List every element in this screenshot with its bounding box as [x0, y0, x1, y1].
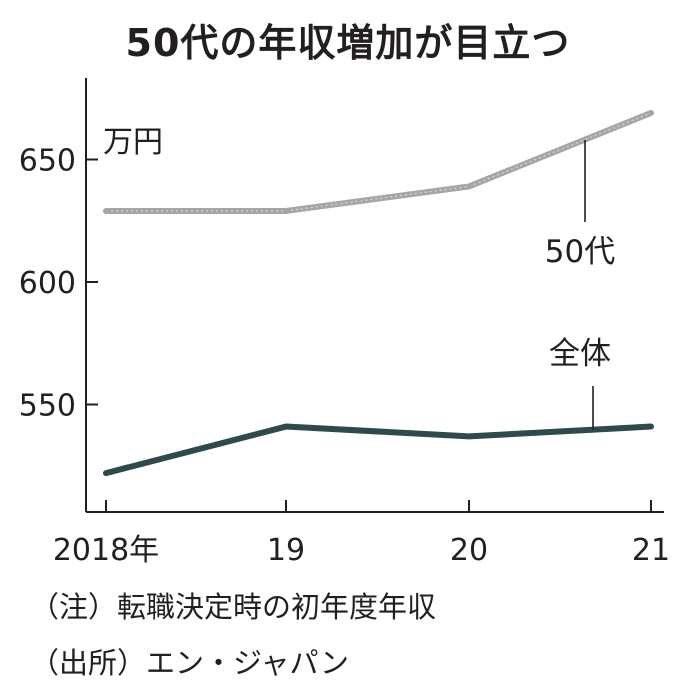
y-tick-label: 600 — [19, 266, 76, 301]
data-point — [466, 433, 472, 439]
chart-note: （注）転職決定時の初年度年収 — [30, 590, 437, 624]
plot-frame — [85, 78, 664, 513]
series-label: 50代 — [545, 234, 615, 270]
x-tick-label: 2018年 — [53, 533, 159, 568]
x-ticks: 2018年 19 20 21 — [53, 500, 670, 568]
data-point — [103, 208, 109, 214]
series-line-50dai-texture — [106, 112, 652, 212]
data-point — [283, 424, 289, 430]
series-line-50dai — [103, 109, 654, 214]
y-unit-label: 万円 — [103, 125, 163, 160]
x-tick-label: 19 — [267, 533, 305, 568]
data-point — [466, 183, 472, 189]
x-tick-label: 21 — [632, 533, 670, 568]
data-point — [648, 424, 654, 430]
data-point — [103, 470, 109, 476]
series-line-zentai — [103, 423, 654, 477]
y-ticks: 550 600 650 — [19, 144, 98, 424]
y-tick-label: 650 — [19, 144, 76, 179]
chart-title: 50代の年収増加が目立つ — [125, 21, 571, 65]
series-label: 全体 — [549, 336, 611, 372]
x-tick-label: 20 — [450, 533, 488, 568]
data-point — [648, 110, 654, 116]
chart-source: （出所）エン・ジャパン — [30, 646, 350, 680]
data-point — [283, 208, 289, 214]
y-tick-label: 550 — [19, 389, 76, 424]
